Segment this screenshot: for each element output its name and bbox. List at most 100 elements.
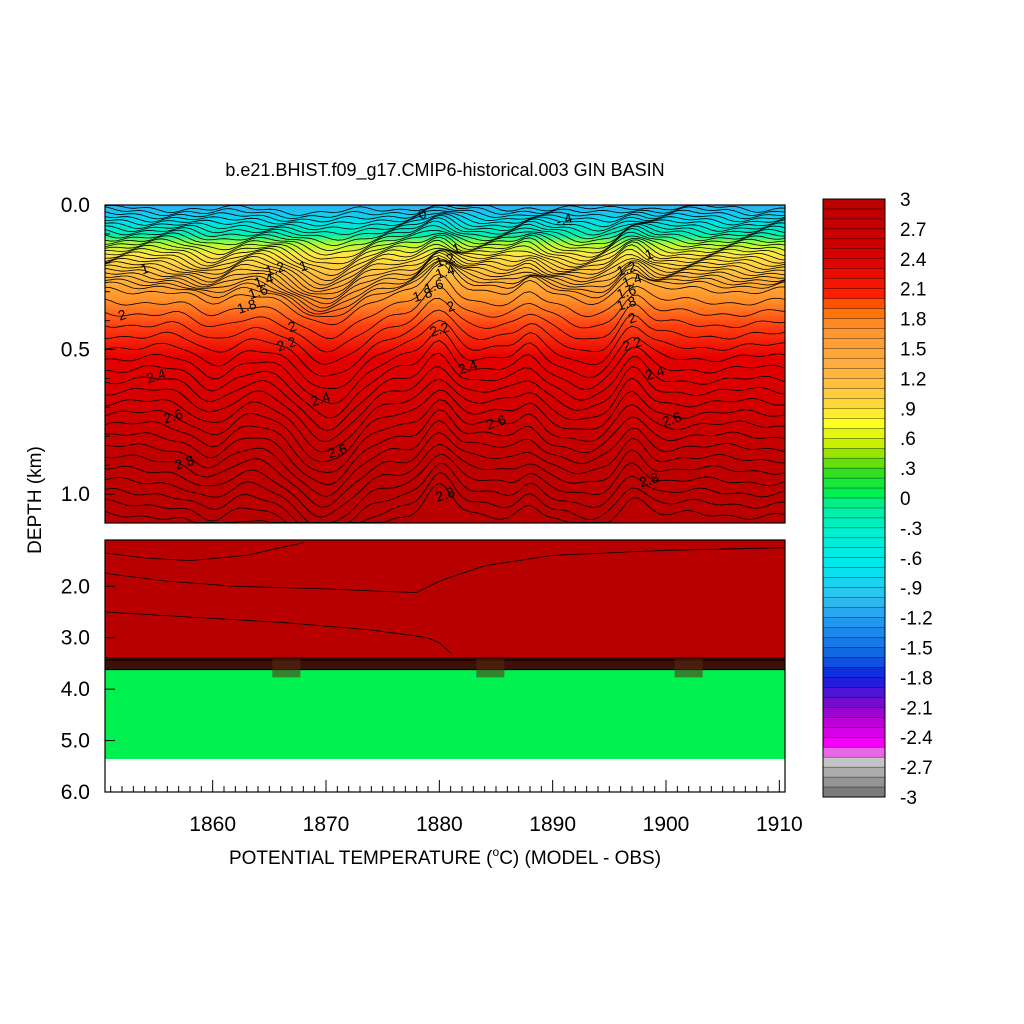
colorbar-tick-label: .6 [900,429,916,450]
colorbar-bin [822,258,886,270]
colorbar-bin [822,766,886,778]
colorbar-tick-label: 1.8 [900,310,926,331]
contour-line [104,462,786,523]
colorbar-bin [822,328,886,340]
contour-label: 1.4 [252,269,276,290]
colorbar-bin [822,278,886,290]
colorbar-bin [822,567,886,579]
contour-line [104,366,786,443]
colorbar-bin [822,388,886,399]
contour-line [104,329,786,404]
colorbar-bin [822,687,886,698]
contour-label: 2.8 [173,452,197,473]
chart-title: b.e21.BHIST.f09_g17.CMIP6-historical.003… [225,160,664,181]
colorbar-tick-label: 1.5 [900,340,926,361]
contour-line [104,212,786,231]
colorbar-bin [822,737,886,748]
contour-label: 1.2 [615,258,639,279]
colorbar-bin [822,378,886,389]
y-axis-upper: 0.0 0.5 1.0 [61,194,115,524]
lower-field-deep [105,540,785,658]
colorbar-tick-label: .9 [900,399,916,420]
contour-line [104,419,786,497]
upper-panel: 0 -.41 11 11.2 1.2 1.21.4 1.4 1.41.6 1.6 1.61.81.… [104,204,786,524]
contour-line [104,231,786,265]
contour-label: 1.2 [263,258,287,279]
colorbar-bin [822,228,886,240]
colorbar-bin [822,467,886,479]
colorbar-bin [822,248,886,260]
contour-line [104,340,786,419]
colorbar-bin [822,497,886,509]
x-tick-label: 1870 [303,813,350,836]
lower-frame [104,539,786,793]
contour-line [104,263,785,326]
colorbar-bin [822,647,886,658]
colorbar-tick-label: 2.4 [900,250,927,271]
lower-field-blank [105,759,785,792]
contour-line [104,285,786,353]
colorbar-bin [822,537,886,549]
colorbar-frame [822,198,886,798]
colorbar-bin [822,637,886,648]
colorbar: 3 2.7 2.4 2.1 1.8 1.5 1.2 .9 .6 .3 0 -.3 -.6 -.9 -1.2 -… [822,190,933,809]
colorbar-bin [822,298,886,310]
colorbar-bin [822,627,886,639]
colorbar-bin [822,268,886,280]
colorbar-bin [822,368,886,379]
colorbar-tick-label: -.9 [900,579,922,600]
y-axis-label: DEPTH (km) [25,446,46,554]
colorbar-tick-label: 2.7 [900,220,926,241]
contour-line [104,547,786,593]
colorbar-bin [822,358,886,369]
colorbar-tick-label: 2.1 [900,280,926,301]
colorbar-bin [822,756,886,768]
contour-label: 2.8 [433,483,457,504]
lower-panel [104,539,786,793]
lower-field-green [105,670,785,759]
contour-line [104,352,786,431]
contour-line [104,250,786,300]
contour-labels: 0 -.41 11 11.2 1.2 1.21.4 1.4 1.41.6 1.6 1.61.81.… [116,205,684,505]
y-tick-label: 2.0 [61,575,90,598]
contour-line [104,239,786,282]
x-tick-label: 1860 [189,813,236,836]
x-tick-label: 1880 [416,813,463,836]
contour-label: 2.2 [428,319,452,340]
contour-label: 1.4 [433,261,457,282]
colorbar-bin [822,487,886,499]
contour-line [104,244,786,290]
y-tick-label: 6.0 [61,781,90,804]
colorbar-bin [822,408,886,419]
colorbar-bin [822,597,886,609]
colorbar-bin [822,657,886,668]
colorbar-bin [822,557,886,569]
colorbar-tick-label: -.6 [900,549,922,570]
contour-line [104,236,786,277]
colorbar-tick-label: 1.2 [900,369,926,390]
colorbar-bin [822,457,886,469]
colorbar-bin [822,577,886,589]
colorbar-bin [822,697,886,708]
colorbar-bin [822,727,886,738]
contour-label: 2.8 [637,469,661,490]
contour-line [104,251,786,305]
colorbar-bin [822,547,886,559]
colorbar-bin [822,447,886,459]
colorbar-bin [822,667,886,678]
contour-line [104,241,786,286]
colorbar-tick-label: -2.7 [900,758,933,779]
contour-label: 2.4 [144,365,168,386]
contour-line [104,258,786,313]
y-tick-label: 4.0 [61,678,90,701]
colorbar-bin [822,587,886,599]
contour-line [104,432,785,508]
contour-line [104,611,451,654]
contour-label: -.4 [554,209,575,229]
contour-line [104,443,786,518]
contour-line [104,214,786,241]
colorbar-tick-label: .3 [900,459,916,480]
contour-label: 2.2 [275,333,299,354]
y-tick-label: 3.0 [61,627,90,650]
